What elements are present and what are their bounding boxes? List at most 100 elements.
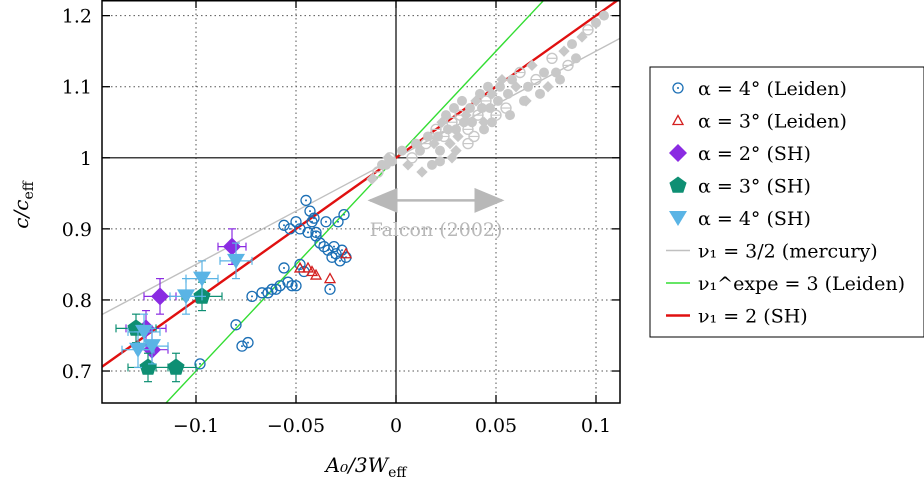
falcon-point <box>503 88 513 99</box>
y-tick-label: 1.1 <box>62 77 92 99</box>
svg-text:A₀/3Weff: A₀/3Weff <box>324 453 408 481</box>
falcon-point <box>441 110 451 121</box>
data-point <box>143 339 161 355</box>
data-point <box>278 219 290 231</box>
legend-marker <box>672 82 684 94</box>
data-point <box>230 319 242 331</box>
fit-line <box>165 0 545 403</box>
data-point <box>290 280 302 292</box>
data-point <box>334 255 346 267</box>
legend-label: α = 4° (Leiden) <box>698 78 847 100</box>
ticks: −0.1 −0.05 0 0.05 0.1 0.7 0.8 0.9 1 1.1 1.2 <box>62 0 620 437</box>
falcon-point <box>558 45 570 57</box>
legend-marker <box>669 176 687 193</box>
data-point <box>278 262 290 274</box>
falcon-points <box>366 10 609 185</box>
data-point-dot <box>289 227 291 230</box>
legend-label: α = 3° (Leiden) <box>698 111 847 133</box>
data-point <box>338 208 350 221</box>
data-point <box>151 287 169 306</box>
fit-line <box>102 37 620 316</box>
data-point <box>324 283 336 295</box>
y-axis-label: c/ceff <box>9 180 37 228</box>
falcon-point <box>571 53 581 64</box>
data-point-dot <box>327 249 329 252</box>
falcon-point <box>523 81 533 92</box>
falcon-point <box>479 124 489 135</box>
legend-label: α = 4° (SH) <box>698 208 811 230</box>
y-axis-label-main: c/c <box>9 200 33 229</box>
data-point-dot <box>235 323 237 326</box>
data-point-dot <box>333 245 335 248</box>
x-axis-label: A₀/3Weff <box>324 453 408 481</box>
data-point <box>139 358 157 375</box>
data-point <box>194 358 206 370</box>
data-point-dot <box>305 199 307 202</box>
falcon-point <box>539 67 549 78</box>
data-point-dot <box>337 220 339 223</box>
falcon-point <box>535 88 545 99</box>
data-point <box>177 289 195 305</box>
legend-label: ν₁ = 3/2 (mercury) <box>698 241 878 263</box>
data-point <box>246 290 258 303</box>
y-tick-label: 0.7 <box>62 361 92 383</box>
data-point-dot <box>299 227 301 230</box>
data-point-dot <box>309 210 311 213</box>
y-axis-label-sub: eff <box>21 180 37 199</box>
falcon-point <box>591 17 601 28</box>
falcon-point <box>542 81 554 93</box>
falcon-point <box>485 103 495 114</box>
falcon-point <box>493 95 503 106</box>
data-point <box>167 358 185 375</box>
grid <box>102 0 620 403</box>
data-point <box>242 336 254 349</box>
falcon-point <box>415 145 425 156</box>
data-point-dot <box>341 249 343 252</box>
falcon-point <box>576 31 588 43</box>
data-point-dot <box>315 231 317 234</box>
data-point <box>236 340 248 352</box>
data-point <box>223 237 241 256</box>
data-point <box>301 261 315 273</box>
data-point-dot <box>283 266 285 269</box>
falcon-point <box>452 130 464 143</box>
falcon-point <box>433 131 443 142</box>
data-point-dot <box>307 231 309 234</box>
data-point-dot <box>329 288 331 291</box>
plot-frame <box>101 0 621 404</box>
x-tick-label: 0.05 <box>475 415 517 437</box>
falcon-point <box>467 117 477 128</box>
y-tick-label: 1 <box>80 148 92 170</box>
falcon-annotation: Falcon (2002) <box>367 187 505 241</box>
falcon-point <box>599 10 609 21</box>
data-point-dot <box>279 284 281 287</box>
x-tick-label: 0 <box>390 415 402 437</box>
data-point-dot <box>335 252 337 255</box>
data-point <box>227 253 245 269</box>
falcon-point <box>505 110 515 121</box>
data-point <box>294 223 306 235</box>
legend-marker-dot <box>677 87 679 89</box>
legend-marker <box>669 211 687 226</box>
legend-marker <box>669 144 687 162</box>
falcon-point <box>555 74 565 85</box>
zero-axes <box>102 0 620 403</box>
data-point-dot <box>251 295 253 298</box>
data-point <box>320 216 332 228</box>
falcon-point <box>435 156 445 167</box>
x-tick-label: 0.1 <box>581 415 611 437</box>
data-point-dot <box>343 213 345 216</box>
fit-line <box>102 0 620 368</box>
x-tick-label: −0.05 <box>267 415 325 437</box>
falcon-annotation-label: Falcon (2002) <box>370 219 503 241</box>
falcon-point <box>423 131 433 142</box>
falcon-point <box>416 166 428 178</box>
data-point-dot <box>339 259 341 262</box>
falcon-point <box>366 173 378 185</box>
data-point-dot <box>325 220 327 223</box>
falcon-point <box>507 74 517 85</box>
data-point-dot <box>241 345 243 348</box>
falcon-point <box>397 145 407 156</box>
data-point-dot <box>295 284 297 287</box>
